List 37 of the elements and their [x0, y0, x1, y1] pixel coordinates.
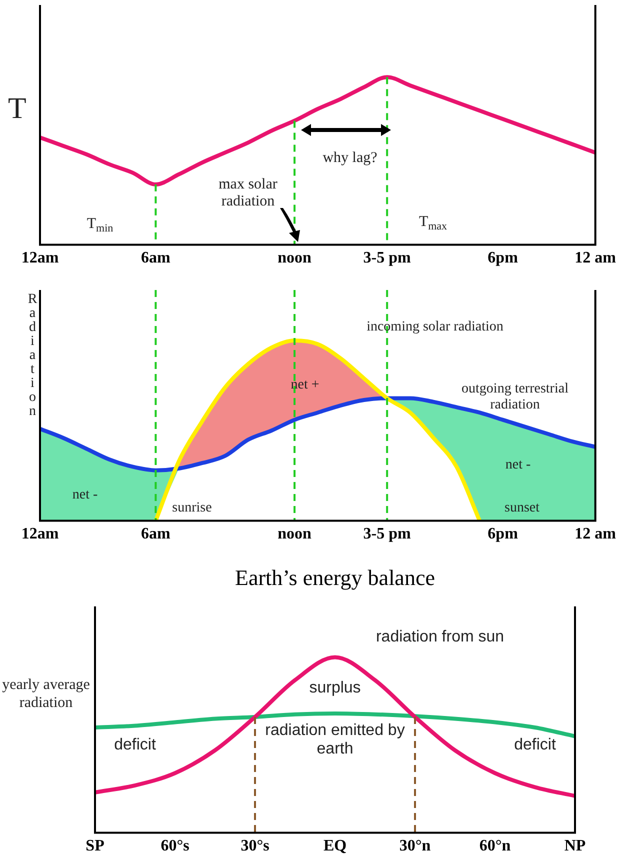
annotation: net -: [505, 458, 531, 473]
x-tick-label: 60°s: [160, 838, 190, 855]
annotation: why lag?: [322, 150, 378, 166]
y-axis-title: T: [8, 92, 26, 126]
x-tick-label: 6am: [141, 250, 172, 267]
x-tick-label: 12 am: [574, 526, 617, 543]
x-tick-label: NP: [564, 838, 586, 855]
x-tick-label: EQ: [323, 838, 347, 855]
x-tick-label: 30°s: [240, 838, 270, 855]
x-tick-label: 6pm: [488, 526, 519, 543]
annotation: net -: [72, 488, 98, 503]
x-tick-label: 60°n: [479, 838, 511, 855]
x-tick-label: 6pm: [488, 250, 519, 267]
chart-title: Earth’s energy balance: [235, 564, 435, 590]
text: incoming solar radiation: [366, 320, 504, 335]
annotation: outgoing terrestrial radiation: [462, 382, 569, 413]
text: radiation from sun: [376, 628, 504, 646]
annotation: radiation emitted by earth: [265, 722, 405, 758]
y-axis-title: yearly average radiation: [1, 676, 91, 712]
x-tick-label: noon: [278, 526, 312, 543]
annotation: sunset: [504, 500, 540, 516]
x-tick-label: 12am: [21, 526, 60, 543]
annotation: surplus: [309, 679, 361, 696]
y-axis-title: Radiation: [24, 292, 40, 418]
x-tick-label: 6am: [141, 526, 172, 543]
annotation: net +: [290, 378, 320, 393]
annotation: deficit: [114, 736, 156, 754]
x-tick-label: 3-5 pm: [363, 250, 412, 267]
x-tick-label: noon: [278, 250, 312, 267]
annotation: sunrise: [172, 500, 212, 516]
x-tick-label: 12 am: [574, 250, 617, 267]
x-tick-label: 30°n: [399, 838, 431, 855]
x-tick-label: SP: [86, 838, 105, 855]
annotation: deficit: [514, 736, 556, 754]
annotation: max solar radiation: [218, 176, 278, 210]
x-tick-label: 12am: [21, 250, 60, 267]
x-tick-label: 3-5 pm: [363, 526, 412, 543]
